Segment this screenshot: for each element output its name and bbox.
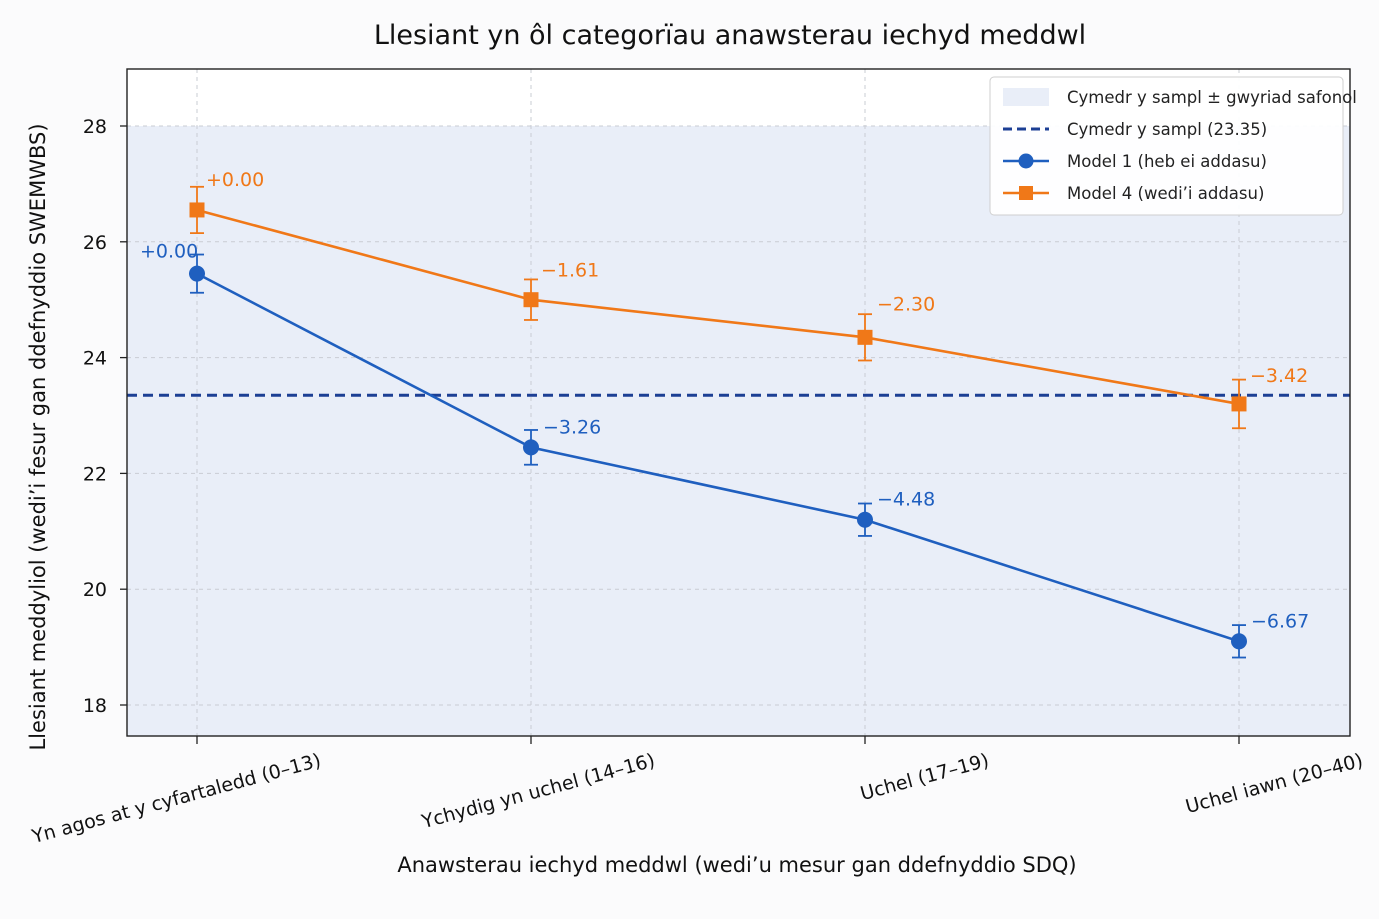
legend-swatch (1003, 88, 1049, 106)
data-point (189, 202, 205, 218)
data-label: −1.61 (541, 260, 599, 282)
series-line (196, 272, 1240, 643)
legend-box (989, 76, 1344, 216)
chart-title: Llesiant yn ôl categorïau anawsterau iec… (374, 20, 1086, 51)
data-point (523, 439, 539, 456)
y-tick-label: 18 (83, 695, 107, 717)
sample-std-band (127, 126, 1350, 736)
legend-marker (1018, 153, 1034, 169)
data-point (857, 511, 873, 528)
legend-label: Cymedr y sampl ± gwyriad safonol (1067, 88, 1357, 107)
y-tick-label: 28 (83, 116, 107, 138)
series-1: +0.00 −3.26 −4.48 −6.67 (140, 241, 1309, 659)
data-label: −3.42 (1250, 365, 1308, 387)
plot-frame (126, 68, 1351, 737)
data-label: −3.26 (543, 416, 601, 438)
data-label: −4.48 (877, 489, 935, 511)
data-label: −6.67 (1251, 610, 1309, 632)
legend: Cymedr y sampl ± gwyriad safonol Cymedr y… (989, 76, 1357, 216)
series-2: +0.00 −1.61 −2.30 −3.42 (189, 169, 1308, 430)
data-label: +0.00 (206, 169, 264, 191)
data-point (523, 292, 539, 308)
data-point (189, 265, 205, 282)
legend-items: Cymedr y sampl ± gwyriad safonol Cymedr y… (1003, 88, 1357, 203)
series-line (196, 208, 1240, 406)
data-label: −2.30 (877, 293, 935, 315)
legend-item: Model 1 (heb ei addasu) (1003, 152, 1267, 171)
legend-label: Model 4 (wedi’i addasu) (1067, 184, 1264, 203)
legend-marker (1019, 186, 1033, 200)
y-axis-title: Llesiant meddyliol (wedi’i fesur gan dde… (26, 123, 50, 750)
y-tick-label: 24 (83, 348, 107, 370)
y-tick-label: 26 (83, 232, 107, 254)
y-tick-label: 20 (83, 579, 107, 601)
legend-item: Cymedr y sampl ± gwyriad safonol (1003, 88, 1357, 107)
legend-label: Cymedr y sampl (23.35) (1067, 120, 1267, 139)
data-point (857, 329, 873, 345)
data-point (1231, 633, 1247, 650)
series-layer: +0.00 −3.26 −4.48 −6.67 +0.00 −1.61 −2.30 −3.42 (140, 169, 1309, 659)
legend-label: Model 1 (heb ei addasu) (1067, 152, 1267, 171)
legend-item: Cymedr y sampl (23.35) (1003, 120, 1267, 139)
data-point (1231, 396, 1247, 412)
y-axis: 18 20 22 24 26 28 (83, 116, 127, 717)
y-tick-label: 22 (83, 463, 107, 485)
data-label: +0.00 (140, 241, 198, 263)
x-axis-title: Anawsterau iechyd meddwl (wedi’u mesur g… (397, 853, 1076, 877)
legend-item: Model 4 (wedi’i addasu) (1003, 184, 1264, 203)
